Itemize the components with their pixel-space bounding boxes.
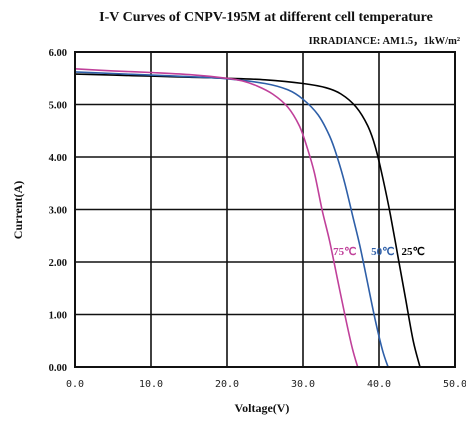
y-tick-label: 3.00 — [49, 206, 67, 217]
chart-subtitle: IRRADIANCE: AM1.5，1kW/m² — [309, 36, 460, 47]
series-line-0 — [74, 73, 421, 368]
plot-frame — [74, 51, 456, 368]
y-tick-label: 6.00 — [49, 48, 67, 59]
y-tick-labels: 0.00 1.00 2.00 3.00 4.00 5.00 6.00 — [49, 48, 67, 374]
y-tick-label: 0.00 — [49, 363, 67, 374]
grid-layer — [75, 52, 455, 367]
y-axis-label: Current(A) — [11, 181, 25, 239]
series-line-2 — [74, 68, 359, 368]
x-tick-label: 20.0 — [215, 379, 239, 390]
y-tick-label: 1.00 — [49, 311, 67, 322]
curve-label-1: 50℃ — [371, 246, 394, 258]
y-tick-label: 4.00 — [49, 153, 67, 164]
series-line-1 — [74, 71, 389, 368]
x-axis-label: Voltage(V) — [235, 401, 290, 415]
x-tick-label: 50.0 — [443, 379, 466, 390]
y-tick-label: 2.00 — [49, 258, 67, 269]
x-tick-label: 30.0 — [291, 379, 315, 390]
x-tick-label: 40.0 — [367, 379, 391, 390]
curve-labels: 75℃ 50℃ 25℃ — [333, 246, 425, 258]
x-tick-label: 0.0 — [66, 379, 84, 390]
curve-label-2: 25℃ — [402, 246, 425, 258]
curve-layer — [74, 68, 421, 368]
x-tick-label: 10.0 — [139, 379, 163, 390]
curve-label-0: 75℃ — [333, 246, 356, 258]
chart-title: I-V Curves of CNPV-195M at different cel… — [99, 10, 433, 25]
x-tick-labels: 0.0 10.0 20.0 30.0 40.0 50.0 — [66, 379, 466, 390]
y-tick-label: 5.00 — [49, 101, 67, 112]
